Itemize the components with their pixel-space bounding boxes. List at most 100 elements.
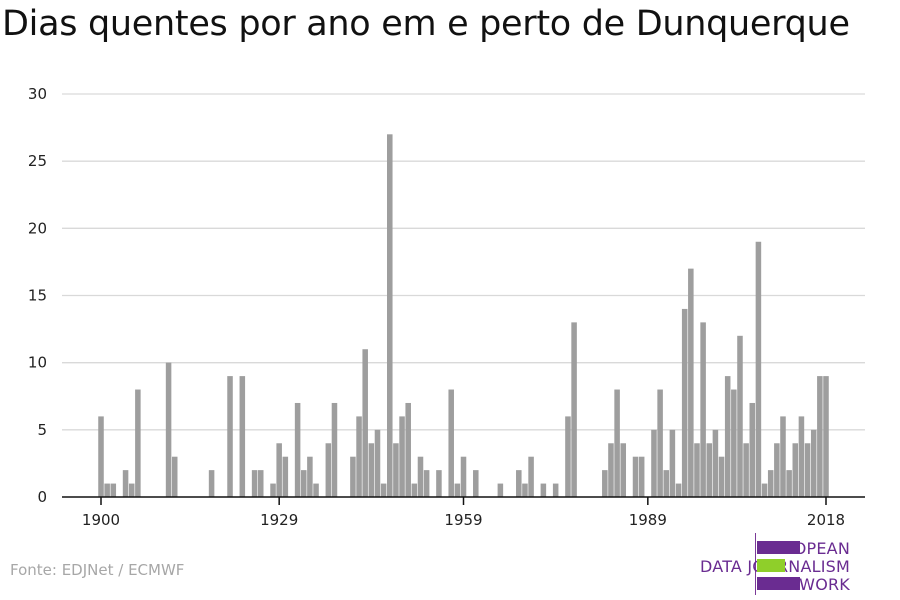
bar — [657, 389, 663, 497]
y-tick-label: 5 — [37, 421, 47, 439]
bar — [516, 470, 522, 497]
bar — [208, 470, 215, 497]
bar — [810, 429, 817, 497]
bar — [528, 456, 534, 497]
bar — [393, 443, 399, 497]
y-axis-ticks: 0 5 10 15 20 25 30 — [28, 85, 47, 506]
bar — [602, 470, 608, 497]
x-tick-label: 1929 — [260, 511, 298, 529]
bar — [411, 483, 418, 497]
bar — [270, 483, 276, 497]
bar — [356, 416, 362, 497]
y-tick-label: 10 — [28, 354, 47, 372]
bar — [522, 483, 528, 497]
bar — [325, 443, 332, 497]
bar — [423, 470, 430, 497]
bar — [731, 389, 737, 497]
bar — [331, 402, 338, 497]
bar — [823, 376, 829, 497]
bar — [135, 389, 141, 497]
logo-divider — [755, 533, 756, 595]
bar — [380, 483, 387, 497]
bar — [460, 456, 467, 497]
bar — [313, 483, 319, 497]
bar — [362, 349, 368, 497]
bar — [767, 470, 774, 497]
bar-chart: 0 5 10 15 20 25 30 1900 1929 1959 1989 2018 — [28, 85, 865, 529]
bar — [165, 362, 172, 497]
bar — [675, 483, 682, 497]
logo-bar-purple-bottom — [757, 577, 800, 590]
bar — [227, 376, 233, 497]
bar — [454, 483, 461, 497]
bar — [122, 470, 129, 497]
bar — [276, 443, 282, 497]
bar — [417, 456, 424, 497]
bar — [110, 483, 117, 497]
bar — [350, 456, 356, 497]
bar — [718, 456, 725, 497]
bar — [663, 470, 670, 497]
bar — [669, 429, 676, 497]
bar — [780, 416, 786, 497]
source-note: Fonte: EDJNet / ECMWF — [10, 561, 185, 579]
y-tick-label: 0 — [37, 488, 47, 506]
x-tick-label: 1959 — [444, 511, 482, 529]
bar — [743, 443, 749, 497]
bar — [688, 268, 694, 497]
bar — [798, 416, 805, 497]
y-tick-label: 30 — [28, 85, 47, 103]
bar — [620, 443, 627, 497]
bar — [681, 308, 688, 497]
bar — [804, 443, 811, 497]
bar — [608, 443, 614, 497]
bar — [257, 470, 264, 497]
bars — [98, 134, 829, 498]
bar — [497, 483, 504, 497]
bar — [251, 470, 258, 497]
bar — [755, 241, 762, 497]
gridlines — [62, 93, 865, 431]
bar — [436, 470, 442, 497]
bar — [294, 402, 301, 497]
bar — [368, 443, 375, 497]
y-tick-label: 25 — [28, 152, 47, 170]
bar — [571, 322, 577, 497]
bar — [387, 134, 393, 498]
x-tick-label: 2018 — [807, 511, 845, 529]
y-tick-label: 15 — [28, 287, 47, 305]
bar — [307, 456, 313, 497]
y-tick-label: 20 — [28, 219, 47, 237]
bar — [706, 443, 713, 497]
bar — [614, 389, 620, 497]
bar — [239, 376, 246, 497]
bar — [786, 470, 792, 497]
x-axis-ticks: 1900 1929 1959 1989 2018 — [82, 497, 845, 529]
bar — [565, 416, 571, 497]
bar — [761, 483, 768, 497]
bar — [749, 402, 756, 497]
bar — [104, 483, 110, 497]
bar — [737, 335, 743, 497]
edjnet-logo: EUROPEAN DATA JOURNALISM NETWORK — [660, 533, 900, 595]
bar — [817, 376, 823, 497]
bar — [374, 429, 381, 497]
bar — [540, 483, 547, 497]
bar — [792, 443, 799, 497]
bar — [98, 416, 104, 497]
bar — [128, 483, 135, 497]
bar — [712, 429, 719, 497]
bar — [638, 456, 645, 497]
bar — [405, 402, 411, 497]
bar — [448, 389, 454, 497]
bar — [300, 470, 307, 497]
bar — [399, 416, 405, 497]
chart-title: Dias quentes por ano em e perto de Dunqu… — [2, 4, 850, 44]
bar — [282, 456, 289, 497]
bar — [632, 456, 639, 497]
bar — [724, 376, 731, 497]
bar — [700, 322, 706, 497]
bar — [171, 456, 178, 497]
bar — [651, 429, 657, 497]
bar — [552, 483, 559, 497]
